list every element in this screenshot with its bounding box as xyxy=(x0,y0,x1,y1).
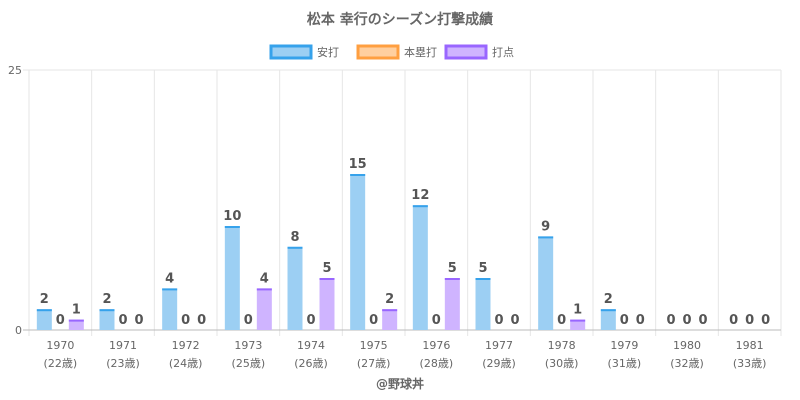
x-tick-age: (26歳) xyxy=(294,357,328,370)
value-label: 0 xyxy=(118,313,127,328)
value-label: 0 xyxy=(682,313,691,328)
value-label: 0 xyxy=(306,313,315,328)
value-label: 12 xyxy=(411,188,429,203)
bar-打点-1974[interactable] xyxy=(319,278,335,330)
bar-安打-1977[interactable] xyxy=(475,278,491,330)
value-label: 0 xyxy=(620,313,629,328)
value-label: 2 xyxy=(385,292,394,307)
y-tick-label: 25 xyxy=(8,64,22,77)
x-tick-age: (27歳) xyxy=(357,357,391,370)
bars xyxy=(36,174,616,330)
value-label: 0 xyxy=(666,313,675,328)
bar-安打-1975[interactable] xyxy=(350,174,366,330)
x-tick-year: 1972 xyxy=(172,339,200,352)
x-tick-age: (30歳) xyxy=(545,357,579,370)
value-label: 4 xyxy=(260,271,269,286)
x-tick-age: (32歳) xyxy=(670,357,704,370)
value-label: 2 xyxy=(604,292,613,307)
value-label: 2 xyxy=(40,292,49,307)
value-label: 0 xyxy=(197,313,206,328)
value-label: 0 xyxy=(181,313,190,328)
x-tick-age: (23歳) xyxy=(106,357,140,370)
value-label: 0 xyxy=(494,313,503,328)
value-label: 10 xyxy=(223,209,241,224)
bar-安打-1971[interactable] xyxy=(99,309,115,330)
bar-安打-1974[interactable] xyxy=(287,246,303,330)
value-label: 5 xyxy=(322,261,331,276)
legend-swatch-2[interactable] xyxy=(444,44,488,60)
bar-安打-1978[interactable] xyxy=(538,236,554,330)
bar-安打-1976[interactable] xyxy=(412,205,428,330)
bar-打点-1978[interactable] xyxy=(570,319,586,330)
x-tick-age: (22歳) xyxy=(44,357,78,370)
x-tick-age: (29歳) xyxy=(482,357,516,370)
x-tick-year: 1976 xyxy=(422,339,450,352)
x-tick-year: 1980 xyxy=(673,339,701,352)
x-tick-labels: 1970 (22歳) 1971 (23歳) 1972 (24歳) 1973 (25歳) 1974… xyxy=(44,339,767,370)
legend-label-0[interactable]: 安打 xyxy=(317,45,339,59)
x-tick-age: (31歳) xyxy=(608,357,642,370)
x-tick-age: (24歳) xyxy=(169,357,203,370)
footer-credit: @野球丼 xyxy=(376,376,424,391)
value-label: 0 xyxy=(729,313,738,328)
value-label: 0 xyxy=(432,313,441,328)
x-tick-year: 1971 xyxy=(109,339,137,352)
bar-打点-1970[interactable] xyxy=(68,319,84,330)
x-tick-year: 1974 xyxy=(297,339,325,352)
value-label: 15 xyxy=(349,157,367,172)
bar-打点-1976[interactable] xyxy=(444,278,460,330)
x-tick-age: (25歳) xyxy=(232,357,266,370)
value-label: 1 xyxy=(573,303,582,318)
value-label: 0 xyxy=(698,313,707,328)
legend-label-2[interactable]: 打点 xyxy=(492,45,514,59)
value-label: 2 xyxy=(102,292,111,307)
value-label: 0 xyxy=(510,313,519,328)
x-tick-age: (28歳) xyxy=(420,357,454,370)
legend: 安打 本塁打 打点 xyxy=(269,44,514,60)
bar-打点-1975[interactable] xyxy=(382,309,398,330)
value-label: 0 xyxy=(745,313,754,328)
bar-安打-1979[interactable] xyxy=(600,309,616,330)
value-label: 5 xyxy=(478,261,487,276)
bar-安打-1972[interactable] xyxy=(162,288,178,330)
value-label: 0 xyxy=(636,313,645,328)
x-tick-year: 1978 xyxy=(548,339,576,352)
bar-安打-1970[interactable] xyxy=(36,309,52,330)
y-tick-label: 0 xyxy=(15,324,22,337)
x-tick-year: 1970 xyxy=(46,339,74,352)
x-tick-year: 1981 xyxy=(736,339,764,352)
chart-title: 松本 幸行のシーズン打撃成績 xyxy=(307,11,493,28)
value-label: 0 xyxy=(134,313,143,328)
value-label: 4 xyxy=(165,271,174,286)
x-tick-year: 1975 xyxy=(360,339,388,352)
value-label: 0 xyxy=(244,313,253,328)
value-label: 5 xyxy=(448,261,457,276)
grid xyxy=(23,69,782,336)
value-label: 9 xyxy=(541,219,550,234)
legend-swatch-0[interactable] xyxy=(269,44,313,60)
x-tick-year: 1979 xyxy=(610,339,638,352)
value-label: 0 xyxy=(369,313,378,328)
value-label: 8 xyxy=(290,230,299,245)
x-tick-age: (33歳) xyxy=(733,357,767,370)
legend-swatch-1[interactable] xyxy=(356,44,400,60)
value-label: 0 xyxy=(56,313,65,328)
x-tick-year: 1977 xyxy=(485,339,513,352)
axes: 0 25 xyxy=(8,64,22,337)
x-tick-year: 1973 xyxy=(234,339,262,352)
value-label: 0 xyxy=(761,313,770,328)
legend-label-1[interactable]: 本塁打 xyxy=(404,45,437,59)
bar-安打-1973[interactable] xyxy=(224,226,240,330)
value-label: 1 xyxy=(72,303,81,318)
bar-打点-1973[interactable] xyxy=(256,288,272,330)
value-label: 0 xyxy=(557,313,566,328)
